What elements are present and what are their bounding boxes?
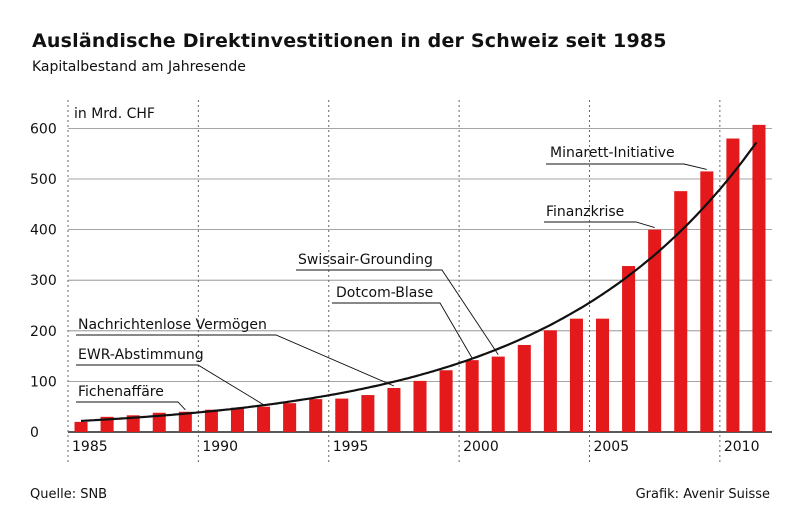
bar (152, 412, 166, 432)
bar (309, 399, 323, 432)
annotation-leader (544, 221, 655, 229)
y-tick-label: 300 (30, 273, 57, 289)
chart-title: Ausländische Direktinvestitionen in der … (32, 30, 667, 52)
annotation-label: Nachrichtenlose Vermögen (78, 317, 267, 333)
annotation-label: Minarett-Initiative (550, 145, 675, 161)
bar (700, 171, 714, 432)
bar (569, 318, 583, 432)
bar (230, 407, 244, 432)
x-axis-labels: 1985 1990 1995 2000 2005 2010 (72, 439, 759, 455)
x-tick-label: 2010 (724, 439, 760, 455)
bar (178, 411, 192, 432)
x-tick-label: 2005 (593, 439, 629, 455)
y-tick-label: 0 (30, 425, 39, 441)
annotation-leader (332, 302, 473, 359)
bars (74, 124, 766, 432)
annotation-label: EWR-Abstimmung (78, 347, 204, 363)
annotation-label: Fichenaffäre (78, 384, 164, 400)
bar (283, 403, 297, 432)
y-tick-label: 500 (30, 172, 57, 188)
bar (752, 124, 766, 432)
bar (596, 318, 610, 432)
x-tick-label: 1985 (72, 439, 108, 455)
y-tick-label: 200 (30, 324, 57, 340)
annotation-leader (296, 269, 499, 355)
bar (726, 138, 740, 432)
bar (648, 229, 662, 432)
bar (439, 370, 453, 432)
bar (257, 406, 271, 432)
trend-curve (80, 141, 758, 422)
bar (517, 344, 531, 432)
chart-subtitle: Kapitalbestand am Jahresende (32, 59, 246, 75)
bar (622, 266, 636, 432)
y-axis-labels: 0 100 200 300 400 500 600 (30, 121, 57, 441)
annotation-leader (76, 401, 186, 411)
bar (387, 387, 401, 432)
source-note: Quelle: SNB (30, 487, 108, 502)
y-tick-label: 400 (30, 223, 57, 239)
annotation-label: Swissair-Grounding (298, 252, 433, 268)
bar (543, 330, 557, 432)
annotation-label: Finanzkrise (546, 204, 624, 220)
bar (465, 360, 479, 432)
bar (361, 395, 375, 432)
x-tick-label: 2000 (463, 439, 499, 455)
annotation-leader (546, 163, 707, 170)
annotation-leader (76, 334, 395, 387)
annotations: Fichenaffäre EWR-Abstimmung Nachrichtenlos… (76, 145, 707, 411)
y-tick-label: 100 (30, 374, 57, 390)
bar (204, 409, 218, 432)
annotation-leader (76, 364, 264, 406)
bar (491, 356, 505, 432)
credit-note: Grafik: Avenir Suisse (635, 487, 770, 502)
x-tick-label: 1995 (333, 439, 369, 455)
x-tick-label: 1990 (202, 439, 238, 455)
y-tick-label: 600 (30, 121, 57, 137)
bar (126, 415, 140, 432)
bar (335, 398, 349, 432)
bar (413, 380, 427, 432)
annotation-label: Dotcom-Blase (336, 285, 433, 301)
bar (74, 421, 88, 432)
bar (674, 191, 688, 432)
unit-label: in Mrd. CHF (74, 106, 155, 122)
